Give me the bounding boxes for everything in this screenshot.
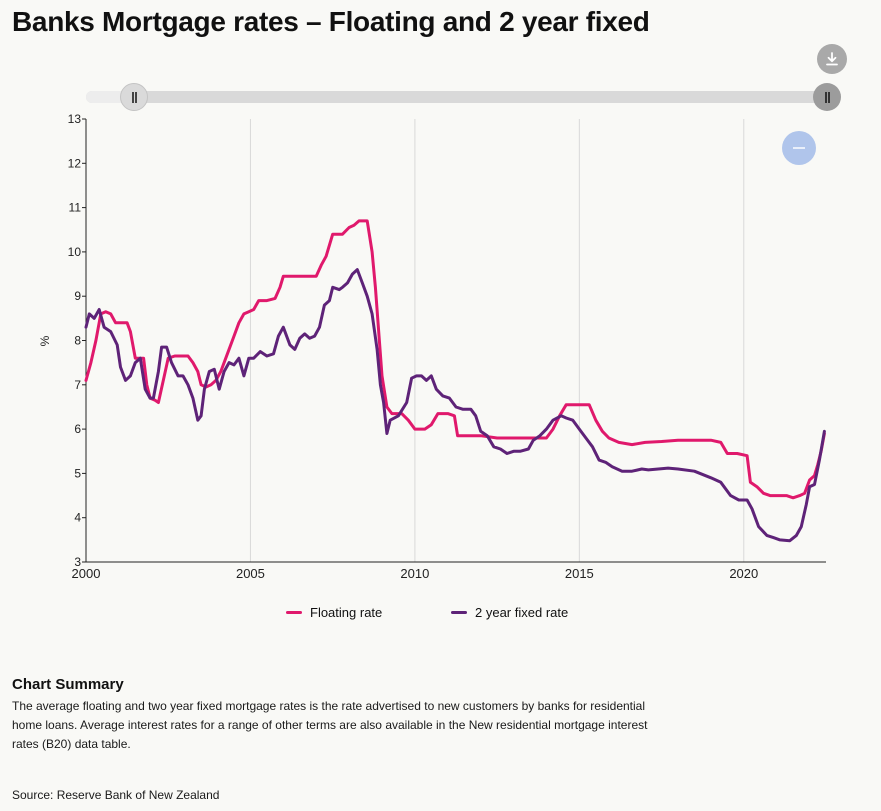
chart-summary-text: The average floating and two year fixed … (12, 699, 648, 751)
series-floating-rate-line[interactable] (84, 219, 826, 500)
y-tick-label: 6 (74, 422, 81, 436)
legend-item-floating[interactable]: Floating rate (286, 605, 382, 620)
y-tick-label: 3 (74, 555, 81, 569)
line-chart: 3 4 5 6 7 8 9 10 11 12 13 2000 2005 2010 2015 2020% (38, 112, 826, 581)
y-tick-label: 13 (68, 112, 82, 126)
chart-legend: Floating rate 2 year fixed rate (0, 605, 881, 623)
y-tick-label: 11 (69, 201, 82, 215)
source-note: Source: Reserve Bank of New Zealand (12, 788, 220, 802)
range-slider-end-handle[interactable] (813, 83, 841, 111)
range-slider-start-handle[interactable] (120, 83, 148, 111)
y-tick-label: 10 (68, 245, 82, 259)
y-tick-label: 12 (68, 156, 82, 170)
legend-item-fixed[interactable]: 2 year fixed rate (451, 605, 568, 620)
y-tick-label: 7 (74, 378, 81, 392)
x-tick-label: 2015 (565, 566, 594, 581)
legend-swatch-floating (286, 611, 302, 614)
x-tick-label: 2010 (400, 566, 429, 581)
y-tick-label: 5 (74, 466, 81, 480)
download-button[interactable] (817, 44, 847, 74)
grip-icon (131, 91, 137, 103)
download-icon (826, 52, 838, 66)
x-tick-label: 2000 (72, 566, 101, 581)
grid-lines (85, 119, 745, 562)
minus-icon (793, 147, 805, 149)
series-lines (84, 219, 826, 543)
grip-icon (824, 91, 830, 103)
y-tick-label: 4 (74, 511, 81, 525)
tick-labels: 3 4 5 6 7 8 9 10 11 12 13 2000 2005 2010 2015 2020% (38, 112, 758, 581)
zoom-out-button[interactable] (782, 131, 816, 165)
legend-label-floating: Floating rate (310, 605, 383, 620)
range-slider-track[interactable] (86, 91, 828, 103)
series-2-year-fixed-line[interactable] (84, 268, 826, 543)
axes (82, 118, 826, 563)
chart-summary-heading: Chart Summary (12, 676, 124, 693)
legend-label-fixed: 2 year fixed rate (475, 605, 569, 620)
y-axis-label: % (38, 335, 52, 346)
y-tick-label: 9 (74, 289, 81, 303)
page-title: Banks Mortgage rates – Floating and 2 ye… (12, 6, 650, 37)
legend-swatch-fixed (451, 611, 467, 614)
x-tick-label: 2020 (729, 566, 758, 581)
x-tick-label: 2005 (236, 566, 265, 581)
y-tick-label: 8 (74, 334, 81, 348)
